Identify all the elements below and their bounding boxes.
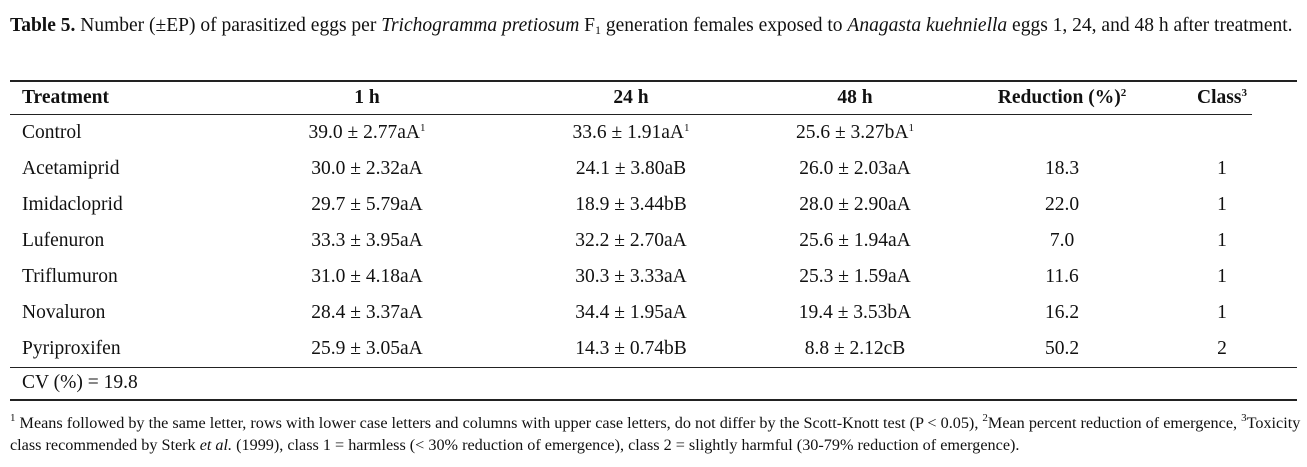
- table-cell: 25.3 ± 1.59aA: [799, 266, 911, 287]
- table-cell: [932, 115, 1192, 152]
- data-table: Treatment 1 h 24 h 48 h Reduction (%)2 Class3…: [10, 82, 1252, 367]
- table-row: Novaluron 28.4 ± 3.37aA 34.4 ± 1.95aA 19.4 …: [10, 295, 1252, 331]
- table-cell: 2: [1217, 338, 1227, 359]
- row-label: Control: [22, 122, 82, 143]
- table-cell: 1: [1217, 230, 1227, 251]
- table-cell: 1: [1217, 158, 1227, 179]
- table-cell: 1: [1217, 194, 1227, 215]
- footnote-marker: 3: [1241, 412, 1247, 424]
- table-cell: 33.6 ± 1.91aA1: [484, 115, 778, 152]
- footnote-marker: 1: [10, 412, 16, 424]
- cell-note-marker: 2: [1120, 87, 1127, 99]
- table-cell: 7.0: [1049, 230, 1075, 251]
- header-cell: Class3: [1192, 82, 1252, 115]
- table-row: Control 39.0 ± 2.77aA1 33.6 ± 1.91aA1 25.6 …: [10, 115, 1252, 152]
- table-cell: 30.0 ± 2.32aA: [311, 158, 423, 179]
- table-frame: Treatment 1 h 24 h 48 h Reduction (%)2 Class3…: [10, 80, 1297, 401]
- cell-text: 33.6 ± 1.91aA: [572, 122, 684, 143]
- cell-note-marker: 1: [683, 122, 690, 134]
- row-label: Pyriproxifen: [22, 338, 121, 359]
- row-label: Triflumuron: [22, 266, 118, 287]
- table-cell: 14.3 ± 0.74bB: [575, 338, 687, 359]
- caption-text: F: [579, 15, 596, 36]
- table-cell: 25.6 ± 1.94aA: [799, 230, 911, 251]
- footnote-text: Means followed by the same letter, rows …: [15, 414, 983, 432]
- cell-note-marker: 1: [419, 122, 426, 134]
- header-cell: Treatment: [10, 82, 250, 115]
- table-cell: 1: [1217, 302, 1227, 323]
- caption-species: Anagasta kuehniella: [847, 15, 1008, 36]
- table-row: Lufenuron 33.3 ± 3.95aA 32.2 ± 2.70aA 25.6 …: [10, 223, 1252, 259]
- table-row: Imidacloprid 29.7 ± 5.79aA 18.9 ± 3.44bB 28…: [10, 187, 1252, 223]
- table-cell: 29.7 ± 5.79aA: [311, 194, 423, 215]
- row-label: Lufenuron: [22, 230, 105, 251]
- caption-text: generation females exposed to: [601, 15, 848, 36]
- table-cell: 1: [1217, 266, 1227, 287]
- footnote: 1 Means followed by the same letter, row…: [10, 412, 1302, 456]
- footnote-text: Mean percent reduction of emergence,: [987, 414, 1242, 432]
- table-cell: 32.2 ± 2.70aA: [575, 230, 687, 251]
- table-cell: 11.6: [1045, 266, 1079, 287]
- header-cell: 24 h: [484, 82, 778, 115]
- table-caption: Table 5. Number (±EP) of parasitized egg…: [10, 14, 1300, 38]
- table-cell: 18.3: [1044, 158, 1080, 179]
- cell-text: Reduction (%): [997, 87, 1121, 108]
- table-cell: 25.9 ± 3.05aA: [311, 338, 423, 359]
- table-cell: 19.4 ± 3.53bA: [798, 302, 912, 323]
- table-cell: 33.3 ± 3.95aA: [311, 230, 423, 251]
- table-footer: CV (%) = 19.8: [10, 367, 1297, 399]
- header-cell: 1 h: [250, 82, 484, 115]
- table-cell: 34.4 ± 1.95aA: [575, 302, 687, 323]
- footnote-marker: 2: [982, 412, 988, 424]
- footnote-italic: et al.: [199, 436, 233, 454]
- table-body: Control 39.0 ± 2.77aA1 33.6 ± 1.91aA1 25.6 …: [10, 115, 1252, 368]
- table-cell: 28.4 ± 3.37aA: [311, 302, 423, 323]
- header-cell: Reduction (%)2: [932, 82, 1192, 115]
- caption-label: Table 5.: [10, 15, 76, 36]
- table-cell: 22.0: [1044, 194, 1080, 215]
- cell-note-marker: 3: [1241, 87, 1247, 99]
- cell-text: 39.0 ± 2.77aA: [308, 122, 420, 143]
- table-cell: 26.0 ± 2.03aA: [799, 158, 911, 179]
- footnote-text: (1999), class 1 = harmless (< 30% reduct…: [232, 436, 1020, 454]
- table-cell: 25.6 ± 3.27bA1: [778, 115, 932, 152]
- table-cell: 30.3 ± 3.33aA: [575, 266, 687, 287]
- caption-text: Number (±EP) of parasitized eggs per: [75, 15, 382, 36]
- caption-subscript: 1: [595, 23, 602, 37]
- cell-text: 25.6 ± 3.27bA: [795, 122, 909, 143]
- cell-note-marker: 1: [908, 122, 915, 134]
- table-cell: 24.1 ± 3.80aB: [575, 158, 687, 179]
- table-cell: 16.2: [1044, 302, 1080, 323]
- caption-text: eggs 1, 24, and 48 h after treatment.: [1007, 15, 1293, 36]
- header-cell: 48 h: [778, 82, 932, 115]
- table-cell: 28.0 ± 2.90aA: [799, 194, 911, 215]
- caption-species: Trichogramma pretiosum: [381, 15, 580, 36]
- table-row: Acetamiprid 30.0 ± 2.32aA 24.1 ± 3.80aB 26.…: [10, 151, 1252, 187]
- table-cell: 39.0 ± 2.77aA1: [250, 115, 484, 152]
- footnote-text: Toxicity class recommended by Sterk: [10, 414, 1301, 454]
- table-cell: 31.0 ± 4.18aA: [311, 266, 423, 287]
- cell-text: Class: [1197, 87, 1242, 108]
- row-label: Novaluron: [22, 302, 106, 323]
- row-label: Imidacloprid: [22, 194, 123, 215]
- table-cell: 18.9 ± 3.44bB: [575, 194, 687, 215]
- table-cell: 50.2: [1044, 338, 1080, 359]
- table-row: Pyriproxifen 25.9 ± 3.05aA 14.3 ± 0.74bB 8.…: [10, 331, 1252, 367]
- table-cell: 8.8 ± 2.12cB: [804, 338, 906, 359]
- table-row: Triflumuron 31.0 ± 4.18aA 30.3 ± 3.33aA 25.…: [10, 259, 1252, 295]
- header-row: Treatment 1 h 24 h 48 h Reduction (%)2 Class3: [10, 82, 1252, 115]
- table-cell: [1192, 115, 1252, 152]
- row-label: Acetamiprid: [22, 158, 120, 179]
